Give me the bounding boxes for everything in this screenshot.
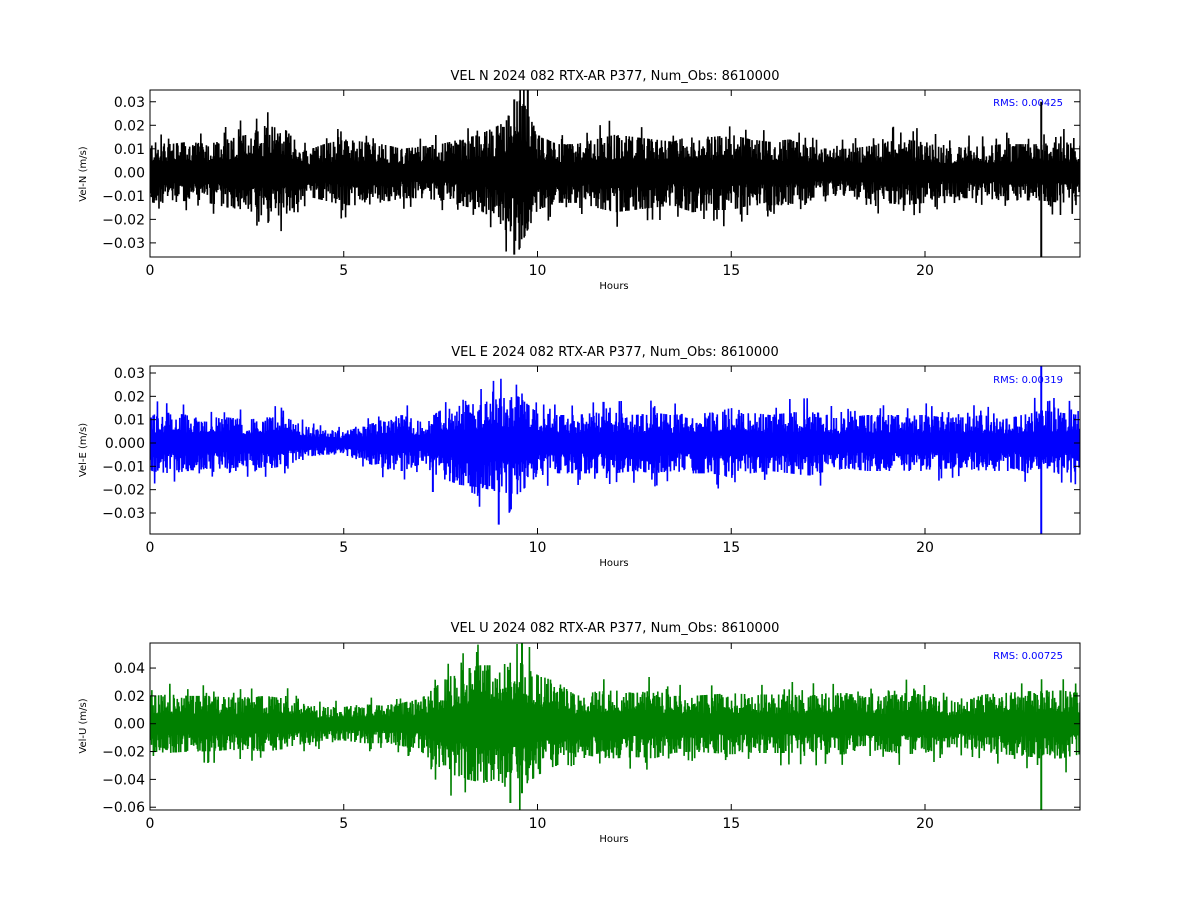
panel-1-ytick-label: −0.02 <box>102 212 145 228</box>
panel-3-xtick-label: 10 <box>529 816 547 832</box>
panel-1-rms-annotation: RMS: 0.00425 <box>993 98 1063 109</box>
panel-2-xtick-label: 0 <box>146 540 155 556</box>
panel-2-rms-annotation: RMS: 0.00319 <box>993 375 1063 386</box>
panel-1-ytick-label: −0.03 <box>102 236 145 252</box>
panel-3-axes-frame <box>149 642 1081 811</box>
panel-1-title: VEL N 2024 082 RTX-AR P377, Num_Obs: 861… <box>451 69 780 84</box>
panel-2-xtick-label: 5 <box>339 540 348 556</box>
panel-3-xtick-label: 0 <box>146 816 155 832</box>
panel-3-ylabel: Vel-U (m/s) <box>78 698 89 753</box>
panel-2-series-line <box>150 378 1080 513</box>
panel-3-ytick-label: −0.02 <box>102 745 145 761</box>
panel-1-ylabel: Vel-N (m/s) <box>78 146 89 201</box>
panel-2-ytick-label: 0.01 <box>114 413 145 429</box>
panel-1-plot: 0 5 10 15 20 −0.03 −0.02 −0.01 0.00 0.01 0.02 0.03 <box>102 89 1081 279</box>
panel-3-xtick-label: 20 <box>916 816 934 832</box>
panel-2-plot: 0 5 10 15 20 −0.03 −0.02 −0.01 0.000 0.01 0.02 0.03 <box>102 365 1081 556</box>
panel-3-ytick-label: 0.00 <box>114 717 145 733</box>
panel-3-rms-annotation: RMS: 0.00725 <box>993 651 1063 662</box>
panel-2-ytick-label: 0.03 <box>114 366 145 382</box>
panel-1-ytick-label: 0.02 <box>114 118 145 134</box>
panel-1-xlabel: Hours <box>599 281 628 292</box>
panel-3-ytick-label: −0.06 <box>102 800 145 816</box>
panel-2-xtick-label: 10 <box>529 540 547 556</box>
panel-vel-e: VEL E 2024 082 RTX-AR P377, Num_Obs: 861… <box>78 345 1063 569</box>
panel-2-ylabel: Vel-E (m/s) <box>78 423 89 477</box>
panel-vel-u: VEL U 2024 082 RTX-AR P377, Num_Obs: 861… <box>78 621 1063 845</box>
panel-1-ytick-label: −0.01 <box>102 189 145 205</box>
panel-3-xtick-label: 5 <box>339 816 348 832</box>
panel-1-xtick-label: 10 <box>529 263 547 279</box>
panel-1-ytick-label: 0.03 <box>114 95 145 111</box>
panel-3-ytick-label: 0.02 <box>114 689 145 705</box>
panel-3-xlabel: Hours <box>599 834 628 845</box>
panel-1-xtick-label: 5 <box>339 263 348 279</box>
panel-3-ytick-label: −0.04 <box>102 772 145 788</box>
panel-2-ytick-label: −0.03 <box>102 506 145 522</box>
panel-2-ytick-label: 0.000 <box>105 436 145 452</box>
panel-2-xtick-label: 15 <box>722 540 740 556</box>
panel-vel-n: VEL N 2024 082 RTX-AR P377, Num_Obs: 861… <box>78 69 1063 292</box>
panel-1-ytick-label: 0.01 <box>114 142 145 158</box>
panel-3-xtick-label: 15 <box>722 816 740 832</box>
panel-2-ytick-label: 0.02 <box>114 389 145 405</box>
panel-2-xlabel: Hours <box>599 558 628 569</box>
panel-3-title: VEL U 2024 082 RTX-AR P377, Num_Obs: 861… <box>451 621 780 636</box>
panel-3-ytick-label: 0.04 <box>114 661 145 677</box>
panel-3-plot: 0 5 10 15 20 −0.06 −0.04 −0.02 0.00 0.02 0.04 <box>102 642 1081 832</box>
panel-1-xtick-label: 20 <box>916 263 934 279</box>
panel-3-series-line <box>150 643 1080 810</box>
panel-1-series-line <box>150 90 1080 252</box>
panel-2-xtick-label: 20 <box>916 540 934 556</box>
panel-2-ytick-label: −0.01 <box>102 459 145 475</box>
panel-2-ytick-label: −0.02 <box>102 483 145 499</box>
panel-1-axes-frame <box>149 89 1081 258</box>
panel-1-xtick-label: 0 <box>146 263 155 279</box>
panel-2-title: VEL E 2024 082 RTX-AR P377, Num_Obs: 861… <box>451 345 778 360</box>
panel-1-ytick-label: 0.00 <box>114 165 145 181</box>
panel-1-xtick-label: 15 <box>722 263 740 279</box>
panel-2-axes-frame <box>149 365 1081 535</box>
